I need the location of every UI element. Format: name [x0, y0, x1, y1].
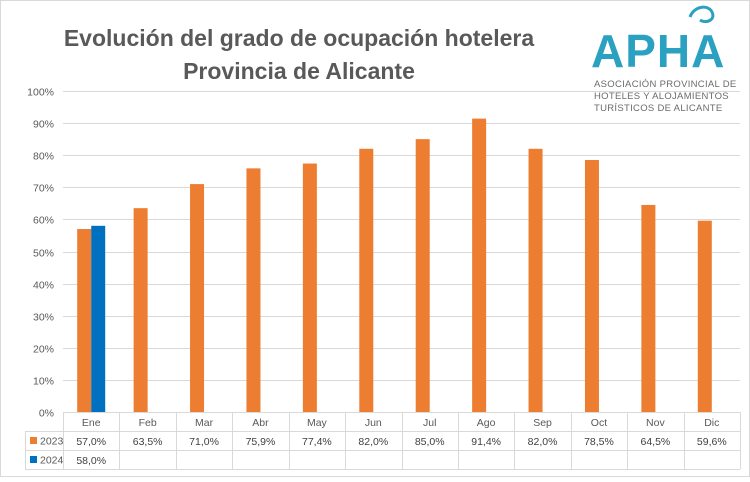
bar-2023-oct [584, 160, 599, 412]
y-tick-label: 40% [33, 280, 54, 292]
y-axis: 0% 10% 20% 30% 40% 50% 60% 70% 80% 90% 100% [27, 87, 54, 420]
data-label: 71,0% [189, 436, 219, 448]
data-label: 82,0% [358, 436, 388, 448]
data-label: 91,4% [471, 436, 501, 448]
legend-swatch-2024 [30, 456, 37, 463]
y-tick-label: 30% [33, 312, 54, 324]
bar-2023-ago [472, 118, 487, 412]
bar-2023-jun [359, 148, 374, 412]
bar-2023-abr [246, 168, 261, 412]
bar-2023-dic [697, 220, 712, 412]
y-tick-label: 100% [27, 87, 54, 99]
x-tick-label: Jul [423, 417, 436, 429]
y-tick-label: 20% [33, 344, 54, 356]
y-tick-label: 80% [33, 151, 54, 163]
data-label: 64,5% [640, 436, 670, 448]
x-tick-label: May [307, 417, 328, 429]
logo-subtitle-line-3: TURÍSTICOS DE ALICANTE [594, 103, 723, 114]
y-tick-label: 50% [33, 248, 54, 260]
data-label: 59,6% [697, 436, 727, 448]
bar-2023-mar [190, 184, 205, 412]
bar-2023-sep [528, 148, 543, 412]
legend-label-2024: 2024 [40, 455, 64, 467]
logo-subtitle-line-2: HOTELES Y ALOJAMIENTOS [594, 91, 729, 102]
data-label: 58,0% [76, 455, 106, 467]
bar-2023-jul [415, 139, 430, 412]
y-tick-label: 70% [33, 183, 54, 195]
bar-2023-may [302, 163, 317, 412]
x-tick-label: Nov [646, 417, 665, 429]
gridlines [63, 91, 740, 413]
data-label: 85,0% [415, 436, 445, 448]
x-tick-label: Sep [533, 417, 552, 429]
legend-label-2023: 2023 [40, 436, 64, 448]
data-label: 78,5% [584, 436, 614, 448]
bar-2023-ene [77, 229, 92, 412]
legend-swatch-2023 [30, 437, 37, 444]
data-label: 63,5% [133, 436, 163, 448]
x-tick-label: Ene [82, 417, 101, 429]
data-table: Ene Feb Mar Abr May Jun Jul Ago Sep Oct Nov Dic 2023… [25, 412, 741, 470]
y-tick-label: 0% [39, 408, 54, 420]
x-tick-label: Oct [591, 417, 607, 429]
x-tick-label: Jun [365, 417, 382, 429]
x-tick-label: Ago [477, 417, 496, 429]
logo-subtitle-line-1: ASOCIACIÓN PROVINCIAL DE [594, 79, 737, 90]
y-tick-label: 60% [33, 215, 54, 227]
x-tick-label: Dic [704, 417, 719, 429]
data-label: 57,0% [76, 436, 106, 448]
x-tick-label: Abr [252, 417, 269, 429]
logo-wave-icon [688, 5, 715, 24]
chart-title-line-1: Evolución del grado de ocupación hoteler… [64, 25, 535, 51]
data-label: 75,9% [246, 436, 276, 448]
y-tick-label: 10% [33, 376, 54, 388]
bar-2024-ene [91, 225, 106, 412]
bar-2023-feb [133, 208, 148, 412]
apha-logo: APHA ASOCIACIÓN PROVINCIAL DE HOTELES Y … [591, 5, 737, 114]
chart-title-line-2: Provincia de Alicante [183, 58, 415, 84]
bar-2023-nov [641, 204, 656, 412]
logo-name: APHA [591, 25, 725, 77]
y-tick-label: 90% [33, 119, 54, 131]
data-label: 82,0% [528, 436, 558, 448]
x-tick-label: Mar [195, 417, 214, 429]
bars [77, 118, 712, 412]
x-tick-label: Feb [139, 417, 157, 429]
data-label: 77,4% [302, 436, 332, 448]
